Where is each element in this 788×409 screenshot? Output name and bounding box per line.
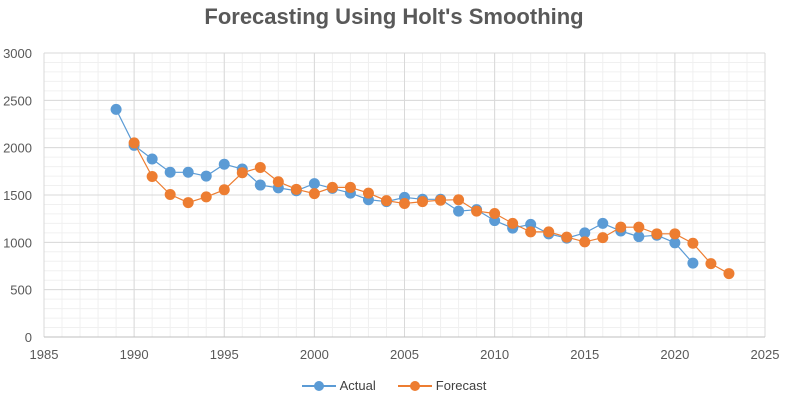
legend-label-actual: Actual — [339, 378, 376, 393]
actual-data-point — [453, 205, 465, 217]
forecast-data-point — [669, 228, 681, 240]
forecast-data-point — [615, 221, 627, 233]
forecast-data-point — [164, 189, 176, 201]
actual-data-point — [633, 231, 645, 243]
forecast-data-point — [308, 188, 320, 200]
forecast-data-point — [254, 162, 266, 174]
forecast-series-line — [133, 142, 730, 275]
forecast-data-point — [651, 228, 663, 240]
actual-data-point — [308, 178, 320, 190]
legend-label-forecast: Forecast — [435, 378, 487, 393]
forecast-data-point — [507, 217, 519, 229]
forecast-data-point — [380, 195, 392, 207]
forecast-data-point — [687, 237, 699, 249]
forecast-data-point — [218, 184, 230, 196]
x-tick-label: 2020 — [660, 347, 689, 362]
y-tick-label: 1000 — [3, 235, 32, 250]
x-tick-label: 2015 — [570, 347, 599, 362]
forecast-data-point — [489, 207, 501, 219]
forecast-data-point — [453, 194, 465, 206]
forecast-data-point — [471, 205, 483, 217]
y-tick-label: 500 — [10, 283, 32, 298]
forecast-data-point — [525, 226, 537, 238]
actual-data-point — [182, 166, 194, 178]
legend-item-actual: Actual — [301, 378, 376, 393]
forecast-data-point — [146, 171, 158, 183]
forecast-data-point — [417, 196, 429, 208]
actual-data-point — [218, 158, 230, 170]
forecast-data-point — [435, 194, 447, 206]
y-tick-label: 2500 — [3, 93, 32, 108]
actual-data-point — [687, 257, 699, 269]
actual-data-point — [164, 166, 176, 178]
actual-data-point — [525, 218, 537, 230]
forecast-data-point — [344, 181, 356, 193]
y-tick-label: 2000 — [3, 141, 32, 156]
actual-data-point — [200, 170, 212, 182]
forecast-data-point — [561, 231, 573, 243]
x-tick-label: 2010 — [480, 347, 509, 362]
forecast-data-point — [128, 137, 140, 149]
chart-title: Forecasting Using Holt's Smoothing — [204, 4, 584, 29]
forecast-data-point — [362, 187, 374, 199]
forecast-data-point — [236, 167, 248, 179]
actual-data-point — [579, 227, 591, 239]
y-tick-label: 1500 — [3, 188, 32, 203]
x-tick-label: 2005 — [390, 347, 419, 362]
actual-data-point — [254, 179, 266, 191]
legend-item-forecast: Forecast — [397, 378, 487, 393]
actual-data-point — [146, 153, 158, 165]
forecast-data-point — [579, 236, 591, 248]
forecast-data-point — [723, 268, 735, 280]
chart-legend: Actual Forecast — [0, 378, 788, 393]
forecast-data-point — [705, 258, 717, 270]
x-tick-label: 2025 — [751, 347, 780, 362]
x-tick-label: 1995 — [210, 347, 239, 362]
forecast-data-point — [272, 176, 284, 188]
forecast-data-point — [633, 221, 645, 233]
y-tick-label: 0 — [25, 330, 32, 345]
y-tick-label: 3000 — [3, 46, 32, 61]
x-tick-label: 1985 — [30, 347, 59, 362]
forecast-data-point — [543, 226, 555, 238]
forecast-data-point — [597, 232, 609, 244]
actual-data-point — [597, 217, 609, 229]
forecast-data-point — [200, 191, 212, 203]
forecast-data-point — [182, 197, 194, 209]
x-tick-label: 2000 — [300, 347, 329, 362]
legend-swatch-actual — [301, 380, 336, 392]
forecast-data-point — [290, 183, 302, 195]
forecast-data-point — [399, 198, 410, 210]
legend-swatch-forecast — [397, 380, 432, 392]
actual-data-point — [110, 103, 122, 115]
actual-data-point — [669, 237, 681, 249]
x-tick-label: 1990 — [120, 347, 149, 362]
forecast-data-point — [326, 181, 338, 193]
